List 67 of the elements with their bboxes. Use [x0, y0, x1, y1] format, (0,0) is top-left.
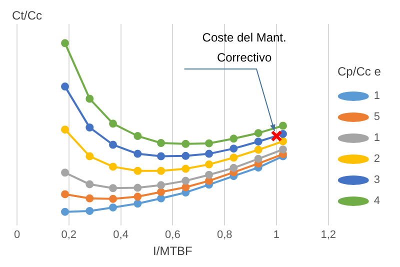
point — [134, 192, 142, 201]
point — [134, 132, 142, 140]
x-tick-label: 0 — [14, 229, 20, 242]
point — [86, 152, 94, 160]
point — [134, 200, 142, 208]
point — [61, 208, 70, 216]
annotation: Coste del Mant. Correctivo — [202, 30, 286, 64]
point — [157, 194, 166, 202]
point — [205, 160, 214, 168]
point — [157, 166, 166, 175]
point — [278, 137, 287, 146]
point — [205, 150, 214, 158]
point — [157, 188, 166, 196]
point — [61, 168, 70, 177]
legend-label: 1 — [374, 132, 380, 144]
point — [205, 139, 214, 148]
point — [109, 194, 118, 203]
x-tick-label: 0,6 — [165, 229, 180, 242]
point — [205, 170, 214, 179]
point — [230, 164, 238, 172]
point — [254, 138, 262, 146]
x-tick-label: 0,8 — [216, 229, 232, 242]
point — [61, 39, 70, 48]
legend-label: 4 — [374, 195, 380, 208]
point — [230, 134, 238, 143]
point — [182, 164, 190, 173]
point — [157, 152, 166, 160]
point — [182, 152, 190, 160]
x-tick-label: 1,2 — [320, 229, 336, 242]
point — [86, 206, 94, 215]
legend-label: 3 — [374, 174, 380, 186]
point — [254, 154, 262, 163]
point — [61, 82, 70, 91]
point — [278, 145, 287, 154]
point — [157, 139, 166, 147]
x-tick-label: 0,2 — [61, 229, 77, 242]
point — [182, 176, 190, 185]
legend-title: Cp/Cc e — [338, 64, 382, 79]
point — [134, 184, 142, 192]
legend-label: 1 — [374, 90, 380, 102]
point — [254, 146, 262, 154]
point — [86, 123, 94, 132]
point — [109, 162, 118, 171]
point — [134, 166, 142, 175]
point — [134, 150, 142, 158]
point — [109, 184, 118, 192]
x-tick-label: 0,4 — [113, 229, 128, 242]
point — [230, 144, 238, 153]
point — [61, 190, 70, 198]
legend-label: 5 — [374, 111, 380, 124]
point — [109, 140, 118, 149]
y-axis-title: Ct/Cc — [12, 8, 42, 22]
point — [86, 194, 94, 202]
point — [278, 122, 287, 130]
legend-label: 2 — [374, 153, 380, 166]
point — [254, 129, 262, 138]
x-tick-label: 1 — [273, 229, 280, 242]
point — [182, 140, 190, 148]
x-axis-title: I/MTBF — [153, 244, 192, 258]
point — [157, 181, 166, 190]
point — [270, 130, 282, 142]
point — [230, 154, 238, 162]
point — [109, 203, 118, 212]
point — [61, 126, 70, 134]
point — [109, 120, 118, 128]
point — [86, 94, 94, 103]
point — [86, 180, 94, 188]
